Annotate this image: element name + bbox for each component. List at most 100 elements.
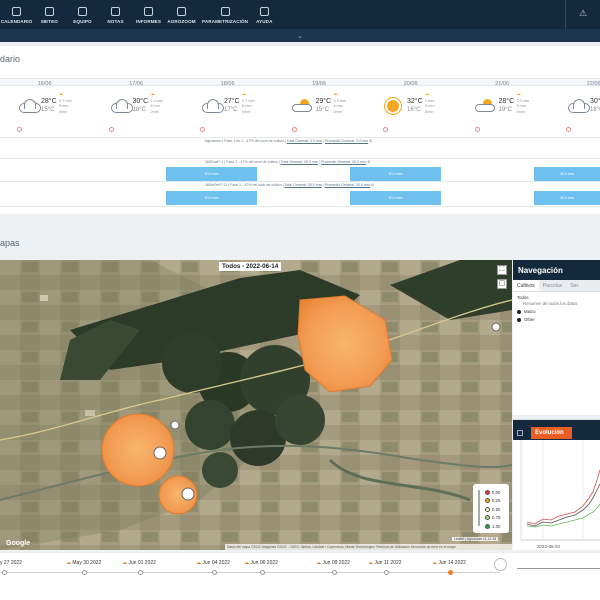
timeline-label[interactable]: ☁ Jun 11 2022 [368, 560, 402, 566]
irrigation-cell[interactable]: 30.0 mm [350, 191, 441, 205]
weather-day: 29°C 15°C ☂ 0.3 mm 4 mm 0mm [291, 90, 362, 132]
chevron-down-icon[interactable]: ⌄ [297, 32, 303, 40]
reports-icon [144, 7, 153, 16]
temp-max: 28°C [498, 98, 515, 105]
irrigation-cell[interactable]: 30.0 mm [534, 167, 600, 181]
day-label: 17/06 [129, 81, 144, 87]
map-marker-icon[interactable] [153, 446, 167, 460]
orange-field-ne[interactable] [297, 295, 393, 393]
nav-all-label[interactable]: Todos [517, 295, 529, 300]
notes-icon [111, 7, 120, 16]
nav-item-equipo[interactable]: EQUIPO [66, 0, 99, 29]
pivot-field [162, 333, 222, 393]
irrigation-cell[interactable]: 30.0 mm [166, 191, 257, 205]
timeline-dot[interactable] [138, 570, 143, 575]
alert-flag-icon[interactable] [108, 127, 114, 132]
cloud-small-icon: ☁ [196, 560, 203, 566]
nav-item-notas[interactable]: NOTAS [99, 0, 132, 29]
nav-item-meteo[interactable]: METEO [33, 0, 66, 29]
irrigation-cell[interactable]: 30.0 mm [534, 191, 600, 205]
alert-flag-icon[interactable] [566, 127, 571, 132]
gear-icon[interactable]: ⚙ [369, 183, 375, 187]
band-average-link[interactable]: Promedio General: 30.0 mm [321, 160, 367, 164]
precip-value: 0mm [516, 109, 525, 114]
nav-item-informes[interactable]: INFORMES [132, 0, 165, 29]
nav-item-parametrización[interactable]: PARAMETRIZACIÓN [198, 0, 252, 29]
nav-option-other[interactable]: Other [517, 317, 596, 323]
band-total-link[interactable]: Total General: 0.0 mm [286, 139, 323, 143]
timeline-dot[interactable] [82, 570, 87, 575]
band-sep: | [322, 139, 326, 143]
map-marker-icon[interactable] [181, 487, 195, 501]
evolution-title[interactable]: Evolución [531, 426, 572, 439]
timeline-date: Jun 09 2022 [322, 560, 350, 566]
band-average-link[interactable]: Promedio General: 30.0 mm [324, 183, 370, 187]
timeline-dot[interactable] [332, 570, 337, 575]
irrigation-cell[interactable]: 30.0 mm [166, 167, 257, 181]
chart-scroll-track[interactable] [517, 568, 600, 569]
alert-flag-icon[interactable] [383, 127, 388, 132]
orange-pivot-field-small[interactable] [158, 475, 198, 515]
row-divider [0, 181, 600, 182]
gear-icon[interactable]: ⚙ [368, 139, 373, 143]
alert-flag-icon[interactable] [291, 127, 297, 132]
nav-summary[interactable]: Resumen de todos los datos [523, 301, 578, 306]
map-marker-icon[interactable] [491, 322, 501, 332]
timeline-label[interactable]: ☁ Jun 09 2022 [316, 560, 350, 566]
tab-parcelas[interactable]: Parcelas [542, 283, 563, 289]
timeline-play-button[interactable] [494, 558, 507, 571]
weather-day: 27°C 17°C ☂ 0.7 mm 8 mm 0mm [200, 90, 270, 132]
collapse-bar[interactable]: ⌄ [0, 29, 600, 42]
satellite-map[interactable] [0, 260, 512, 550]
band-total-link[interactable]: Total General: 30.0 mm [284, 183, 322, 187]
orange-pivot-field[interactable] [101, 413, 175, 487]
weather-details: ☂ 0.7 mm 5 mm 0mm [59, 93, 72, 115]
precip-value: 6 mm [425, 104, 435, 109]
navigation-tabs: Cultivos Parcelas Sec [513, 280, 600, 292]
timeline-label[interactable]: ☁ Jun 06 2022 [244, 560, 278, 566]
alert-flag-icon[interactable] [17, 127, 22, 132]
timeline-dot[interactable] [260, 570, 265, 575]
cloud-icon [200, 99, 224, 113]
band-total-link[interactable]: Total General: 30.0 mm [280, 160, 319, 164]
map-marker-icon[interactable] [170, 420, 180, 430]
precip-value: 0mm [150, 109, 159, 114]
nav-item-calendario[interactable]: CALENDARIO [0, 0, 33, 29]
timeline-label[interactable]: ☁ May 30 2022 [66, 560, 101, 566]
gear-icon[interactable]: ⚙ [366, 160, 371, 164]
timeline-dot[interactable] [2, 570, 7, 575]
map-attribution[interactable]: Datos del mapa ©2022 Imágenes ©2022 , CN… [225, 544, 512, 550]
legend-swatch [485, 498, 490, 504]
band-label: 360DosFi 1 | Fase 1 - 47% del ciclo de c… [205, 160, 370, 164]
navigation-body: Todos Resumen de todos los datos Maizo Ot… [513, 292, 600, 326]
timeline-dot[interactable] [384, 570, 389, 575]
legend-value: 1.00 [492, 523, 501, 529]
nav-item-ayuda[interactable]: AYUDA [252, 0, 276, 29]
irrigation-cell[interactable]: 30.0 mm [350, 167, 441, 181]
alert-flag-icon[interactable] [200, 127, 205, 132]
band-average-link[interactable]: Promedio General: 0.0 mm [325, 139, 369, 143]
leaflet-attribution[interactable]: Leaflet | Agrozoom v1.12.18 [452, 537, 499, 541]
timeline-label[interactable]: ☁ Jun 01 2022 [122, 560, 156, 566]
tab-cultivos[interactable]: Cultivos [513, 280, 539, 291]
timeline-label[interactable]: ☁ Jun 14 2022 [432, 560, 466, 566]
menu-icon[interactable] [517, 429, 523, 436]
alert-icon[interactable]: ⚠ [578, 8, 588, 18]
pivot-field [230, 410, 286, 466]
layers-icon[interactable]: ▢ [497, 279, 507, 289]
timeline-label[interactable]: ☁ Jun 04 2022 [196, 560, 230, 566]
timeline-dot[interactable] [212, 570, 217, 575]
nav-option-maizo[interactable]: Maizo [517, 309, 596, 315]
tab-sec[interactable]: Sec [570, 283, 579, 289]
map-canvas[interactable] [0, 260, 512, 550]
timeline-label[interactable]: y 27 2022 [0, 560, 22, 566]
legend-swatch [485, 523, 490, 529]
temp-min: 15°C [41, 107, 55, 113]
fullscreen-icon[interactable]: ⛶ [497, 265, 507, 275]
nav-item-agrozoom[interactable]: AGROZOOM [165, 0, 198, 29]
timeline-dot[interactable] [448, 570, 453, 575]
weather-day: 28°C 19°C ☂ 0.3 mm 5 mm 0mm [474, 90, 545, 132]
timeline-date: Jun 11 2022 [374, 560, 402, 566]
pivot-field [185, 400, 235, 450]
alert-flag-icon[interactable] [474, 127, 480, 132]
